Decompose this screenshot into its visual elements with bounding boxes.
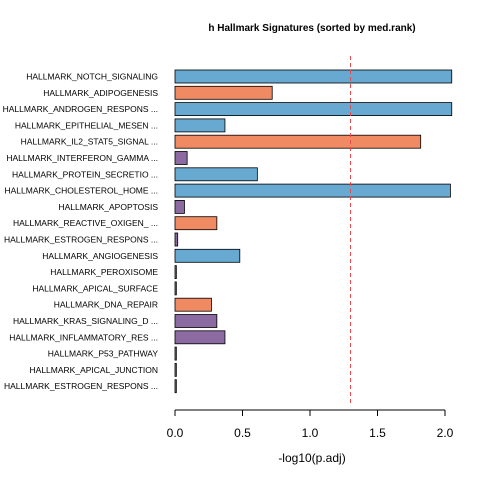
- bar-4: [174, 118, 226, 133]
- category-label-20: HALLMARK_ESTROGEN_RESPONS ...: [4, 381, 158, 391]
- category-label-15: HALLMARK_DNA_REPAIR: [54, 300, 158, 310]
- category-label-6: HALLMARK_INTERFERON_GAMMA ...: [6, 153, 158, 163]
- bar-12: [174, 248, 241, 263]
- bar-3: [174, 102, 453, 116]
- category-label-8: HALLMARK_CHOLESTEROL_HOME ...: [4, 186, 158, 196]
- x-axis: 0.0 0.5 1.0 1.5 2.0: [167, 409, 454, 440]
- bar-6: [174, 151, 188, 165]
- bar-1: [174, 69, 453, 84]
- bar-18: [174, 346, 177, 361]
- category-label-9: HALLMARK_APOPTOSIS: [58, 202, 158, 212]
- bar-11: [174, 232, 179, 247]
- category-label-2: HALLMARK_ADIPOGENESIS: [43, 88, 158, 98]
- category-labels: HALLMARK_NOTCH_SIGNALING HALLMARK_ADIPOGE…: [3, 72, 159, 392]
- bars-group: [174, 69, 453, 394]
- category-label-18: HALLMARK_P53_PATHWAY: [48, 349, 159, 359]
- category-label-1: HALLMARK_NOTCH_SIGNALING: [26, 72, 158, 82]
- category-label-4: HALLMARK_EPITHELIAL_MESEN ...: [15, 120, 158, 130]
- x-tick-label-4: 1.5: [369, 426, 386, 440]
- bar-15: [174, 297, 212, 312]
- x-axis-title: -log10(p.adj): [278, 451, 345, 465]
- x-tick-label-5: 2.0: [437, 426, 454, 440]
- bar-16: [174, 314, 218, 328]
- bar-8: [174, 183, 451, 198]
- category-label-16: HALLMARK_KRAS_SIGNALING_D ...: [13, 316, 158, 326]
- bar-7: [174, 167, 258, 182]
- bar-13: [174, 265, 177, 280]
- bar-17: [174, 330, 226, 345]
- category-label-12: HALLMARK_ANGIOGENESIS: [42, 251, 158, 261]
- bar-14: [174, 281, 177, 296]
- category-label-3: HALLMARK_ANDROGEN_RESPONS ...: [3, 104, 158, 114]
- bar-2: [174, 85, 273, 100]
- bar-5: [174, 134, 422, 149]
- x-tick-label-3: 1.0: [302, 426, 319, 440]
- category-label-7: HALLMARK_PROTEIN_SECRETIO ...: [12, 169, 158, 179]
- category-label-11: HALLMARK_ESTROGEN_RESPONS ...: [4, 235, 158, 245]
- bar-9: [174, 199, 185, 214]
- category-label-5: HALLMARK_IL2_STAT5_SIGNAL ...: [21, 137, 158, 147]
- bar-10: [174, 216, 218, 231]
- bar-20: [174, 379, 177, 394]
- category-label-14: HALLMARK_APICAL_SURFACE: [32, 283, 158, 293]
- category-label-17: HALLMARK_INFLAMMATORY_RES ...: [9, 332, 158, 342]
- x-tick-label-2: 0.5: [234, 426, 251, 440]
- bar-19: [174, 362, 177, 377]
- x-tick-label-1: 0.0: [167, 426, 184, 440]
- category-label-19: HALLMARK_APICAL_JUNCTION: [30, 365, 158, 375]
- category-label-10: HALLMARK_REACTIVE_OXIGEN_ ...: [13, 218, 158, 228]
- category-label-13: HALLMARK_PEROXISOME: [50, 267, 158, 277]
- chart-title: h Hallmark Signatures (sorted by med.ran…: [208, 23, 415, 34]
